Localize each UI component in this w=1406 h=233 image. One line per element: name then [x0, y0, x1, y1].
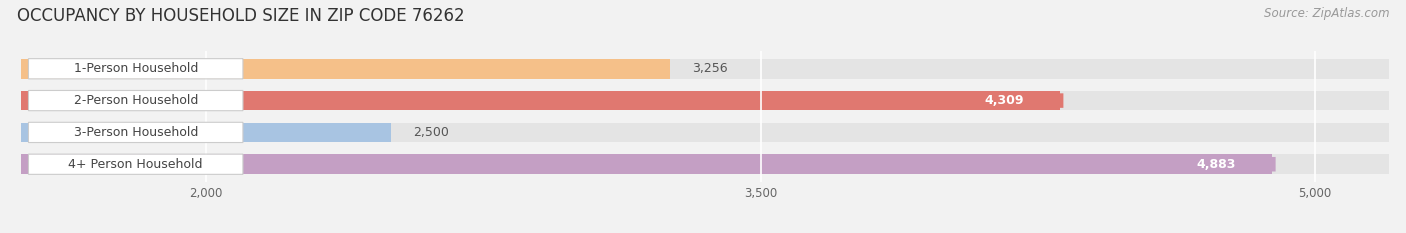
Text: 4,309: 4,309	[984, 94, 1024, 107]
Text: 2,500: 2,500	[413, 126, 449, 139]
Text: OCCUPANCY BY HOUSEHOLD SIZE IN ZIP CODE 76262: OCCUPANCY BY HOUSEHOLD SIZE IN ZIP CODE …	[17, 7, 464, 25]
Bar	[21, 91, 1060, 110]
Text: Source: ZipAtlas.com: Source: ZipAtlas.com	[1264, 7, 1389, 20]
Bar	[21, 59, 1389, 79]
FancyBboxPatch shape	[945, 93, 1063, 108]
Bar	[21, 123, 391, 142]
FancyBboxPatch shape	[28, 122, 243, 143]
Text: 3,256: 3,256	[693, 62, 728, 75]
Bar	[21, 59, 671, 79]
Bar	[21, 154, 1272, 174]
FancyBboxPatch shape	[28, 154, 243, 174]
Text: 2-Person Household: 2-Person Household	[73, 94, 198, 107]
FancyBboxPatch shape	[28, 59, 243, 79]
Bar	[21, 91, 1389, 110]
Bar	[21, 123, 1389, 142]
Bar	[21, 154, 1389, 174]
Text: 4+ Person Household: 4+ Person Household	[69, 158, 202, 171]
Text: 1-Person Household: 1-Person Household	[73, 62, 198, 75]
Text: 4,883: 4,883	[1197, 158, 1236, 171]
FancyBboxPatch shape	[28, 90, 243, 111]
FancyBboxPatch shape	[1157, 157, 1275, 171]
Text: 3-Person Household: 3-Person Household	[73, 126, 198, 139]
